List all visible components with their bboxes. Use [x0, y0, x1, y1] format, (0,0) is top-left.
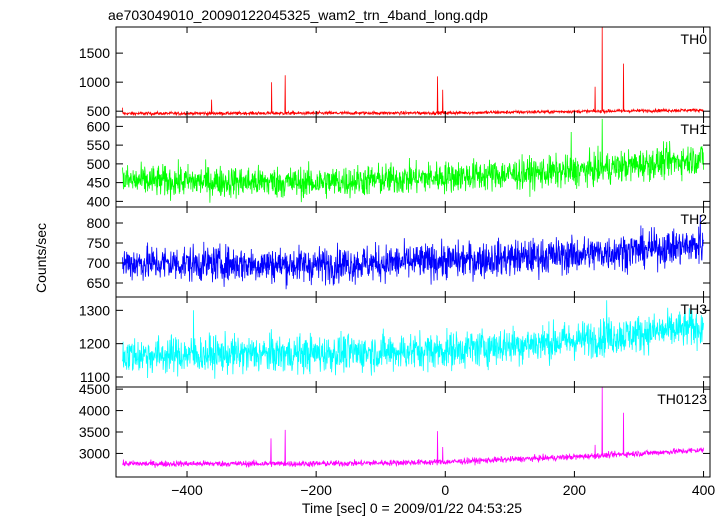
panel-label: TH3 [681, 301, 708, 317]
y-tick-label: 650 [87, 275, 111, 291]
panel-frame [115, 26, 711, 118]
series-line-th0 [122, 26, 704, 117]
y-axis-label: Counts/sec [33, 223, 49, 293]
series-line-th0123 [122, 386, 704, 469]
panel-th0123: 3000 3500 4000 4500 TH0123 [79, 381, 711, 478]
panel-label: TH1 [681, 121, 708, 137]
y-tick-label: 1100 [80, 369, 110, 385]
y-tick-label: 800 [87, 215, 111, 231]
y-tick-label: 500 [87, 103, 111, 119]
y-tick-label: 1300 [79, 302, 110, 318]
y-tick-label: 750 [87, 235, 111, 251]
series-line-th2 [122, 214, 704, 290]
y-tick-label: 500 [87, 156, 111, 172]
chart-title: ae703049010_20090122045325_wam2_trn_4ban… [108, 7, 488, 23]
series-line-th1 [122, 118, 704, 203]
x-tick-label: 0 [441, 482, 449, 498]
y-tick-label: 3000 [79, 445, 110, 461]
y-tick-label: 1000 [79, 74, 110, 90]
x-tick-label: 200 [563, 482, 587, 498]
panel-label: TH0123 [657, 391, 707, 407]
y-tick-label: 1500 [79, 45, 110, 61]
x-tick-label: 400 [692, 482, 716, 498]
x-tick-label: −200 [300, 482, 332, 498]
panel-th3: 1100 1200 1300 TH3 [79, 296, 711, 388]
y-tick-label: 4500 [79, 381, 110, 397]
panel-th1: 400 450 500 550 600 TH1 [87, 116, 711, 209]
y-tick-label: 600 [87, 118, 111, 134]
panel-label: TH0 [681, 31, 708, 47]
x-axis-label: Time [sec] 0 = 2009/01/22 04:53:25 [302, 500, 522, 516]
y-tick-label: 4000 [79, 403, 110, 419]
y-tick-label: 700 [87, 255, 111, 271]
y-tick-label: 1200 [79, 336, 110, 352]
panel-label: TH2 [681, 211, 708, 227]
y-tick-label: 3500 [79, 424, 110, 440]
y-tick-label: 400 [87, 193, 111, 209]
y-tick-label: 550 [87, 137, 111, 153]
panel-th2: 650 700 750 800 TH2 [87, 206, 711, 298]
series-line-th3 [122, 300, 704, 379]
x-tick-label: −400 [171, 482, 203, 498]
y-tick-label: 450 [87, 175, 111, 191]
panel-th0: 500 1000 1500 TH0 [79, 26, 711, 119]
panels: 500 1000 1500 TH0 400 450 500 550 600 TH1 650 700 75… [79, 26, 716, 498]
